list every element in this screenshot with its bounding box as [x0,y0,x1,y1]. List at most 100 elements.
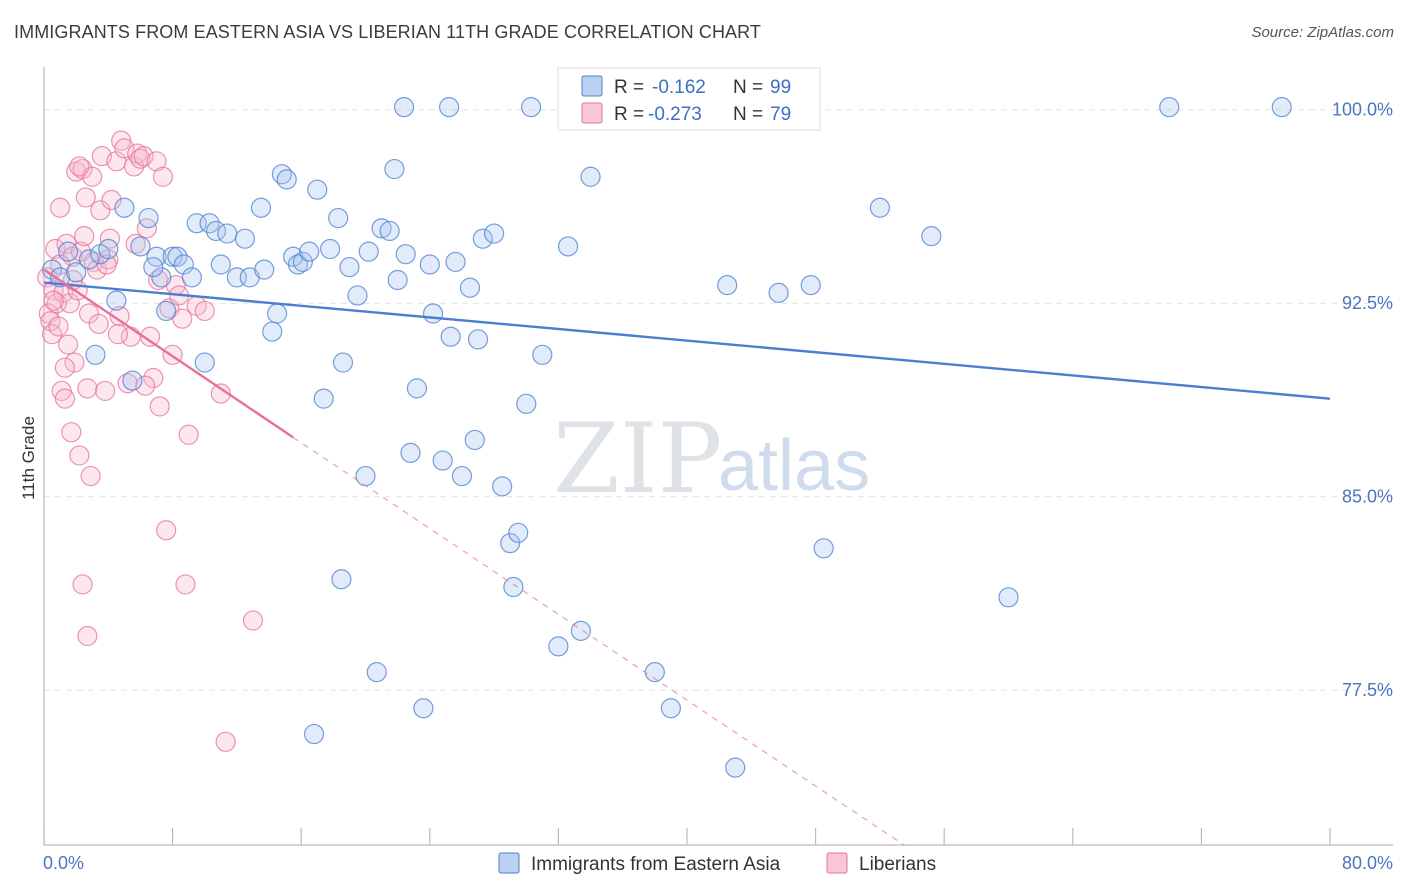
eastern-asia-point-57 [440,326,461,347]
eastern-asia-point-53 [406,378,428,399]
eastern-asia-point-47 [371,218,392,239]
liberians-point-73 [135,375,156,396]
liberians-point-7 [48,316,69,337]
legend-swatch-pink [581,102,603,124]
eastern-asia-point-66 [500,533,521,554]
eastern-asia-point-79 [813,538,834,559]
eastern-asia-point-82 [1159,97,1180,118]
liberians-point-25 [77,378,98,399]
eastern-asia-point-70 [532,344,553,365]
eastern-asia-point-96 [393,97,415,118]
eastern-asia-point-67 [503,576,524,598]
eastern-asia-point-69 [516,393,537,414]
liberians-point-23 [74,226,95,247]
eastern-asia-point-92 [768,282,789,303]
liberians-point-52 [156,520,177,541]
liberians-point-11 [54,388,75,409]
liberians-point-63 [215,731,236,752]
eastern-asia-point-86 [366,662,387,683]
eastern-asia-point-2 [58,241,79,262]
eastern-asia-point-63 [472,228,493,249]
eastern-asia-point-77 [717,275,738,296]
eastern-asia-point-83 [1271,97,1292,118]
eastern-asia-point-4 [78,249,100,270]
eastern-asia-point-11 [138,207,159,229]
eastern-asia-point-40 [320,238,341,260]
y-tick-label-0: 77.5% [1342,680,1393,700]
eastern-asia-point-26 [234,228,256,249]
liberians-points [37,130,264,752]
liberians-point-27 [80,465,101,487]
bottom-legend: Immigrants from Eastern Asia Liberians [498,852,936,875]
grid-lines [44,109,1393,691]
trend-line-liberians [43,268,294,439]
legend: R = -0.162 N = 99 R = -0.273 N = 79 [557,67,821,131]
eastern-asia-point-7 [106,290,127,311]
eastern-asia-point-10 [130,236,151,257]
eastern-asia-point-8 [114,197,135,218]
eastern-asia-point-30 [262,321,283,342]
liberians-point-77 [107,324,129,345]
eastern-asia-point-6 [98,238,119,260]
eastern-asia-point-31 [266,303,288,324]
eastern-asia-points [41,97,1292,778]
eastern-asia-point-85 [303,723,325,745]
eastern-asia-point-90 [921,226,942,247]
liberians-point-31 [90,200,111,221]
legend-r-label-pink: R = [614,104,644,125]
watermark-atlas: atlas [718,426,870,506]
eastern-asia-point-62 [467,329,489,350]
eastern-asia-point-58 [445,251,466,273]
watermark: ZIP atlas [553,403,870,515]
eastern-asia-point-97 [143,256,164,278]
liberians-point-5 [45,238,66,260]
eastern-asia-point-15 [162,246,183,267]
eastern-asia-point-44 [347,285,368,306]
liberians-point-76 [88,313,109,334]
bottom-legend-label-blue: Immigrants from Eastern Asia [531,854,781,875]
eastern-asia-point-78 [725,757,746,778]
liberians-point-14 [59,293,80,314]
liberians-point-8 [49,197,71,218]
trend-lines [43,268,1331,846]
liberians-point-62 [210,383,231,404]
eastern-asia-point-33 [276,169,297,190]
bottom-legend-swatch-pink [826,852,848,874]
liberians-point-57 [172,308,193,329]
liberians-point-75 [69,156,90,177]
eastern-asia-point-84 [331,569,352,590]
liberians-point-46 [136,218,157,239]
eastern-asia-point-45 [355,465,376,487]
eastern-asia-point-74 [580,166,601,187]
y-axis-label: 11th Grade [19,416,38,500]
eastern-asia-point-9 [122,370,143,391]
eastern-asia-point-0 [41,259,63,280]
eastern-asia-point-46 [358,241,379,262]
eastern-asia-point-3 [66,262,87,283]
eastern-asia-point-52 [400,442,421,463]
eastern-asia-point-71 [548,636,569,657]
liberians-point-44 [130,148,151,169]
liberians-point-13 [58,334,79,355]
eastern-asia-point-23 [210,254,231,275]
legend-swatch-blue [581,75,603,97]
eastern-asia-point-36 [292,251,313,273]
eastern-asia-point-20 [194,352,215,373]
liberians-point-59 [178,424,199,445]
liberians-point-64 [242,610,264,631]
eastern-asia-point-98 [85,344,106,365]
eastern-asia-point-42 [332,352,354,373]
eastern-asia-point-37 [299,241,320,262]
liberians-point-74 [148,269,169,291]
legend-n-label-pink: N = [733,104,763,125]
eastern-asia-point-81 [998,587,1019,608]
liberians-point-39 [114,138,135,159]
liberians-point-33 [94,380,116,402]
eastern-asia-point-51 [395,244,416,265]
legend-r-label-blue: R = [614,77,644,98]
eastern-asia-point-49 [384,158,405,180]
liberians-point-61 [194,300,215,322]
eastern-asia-point-24 [217,223,238,244]
eastern-asia-point-68 [508,522,529,543]
